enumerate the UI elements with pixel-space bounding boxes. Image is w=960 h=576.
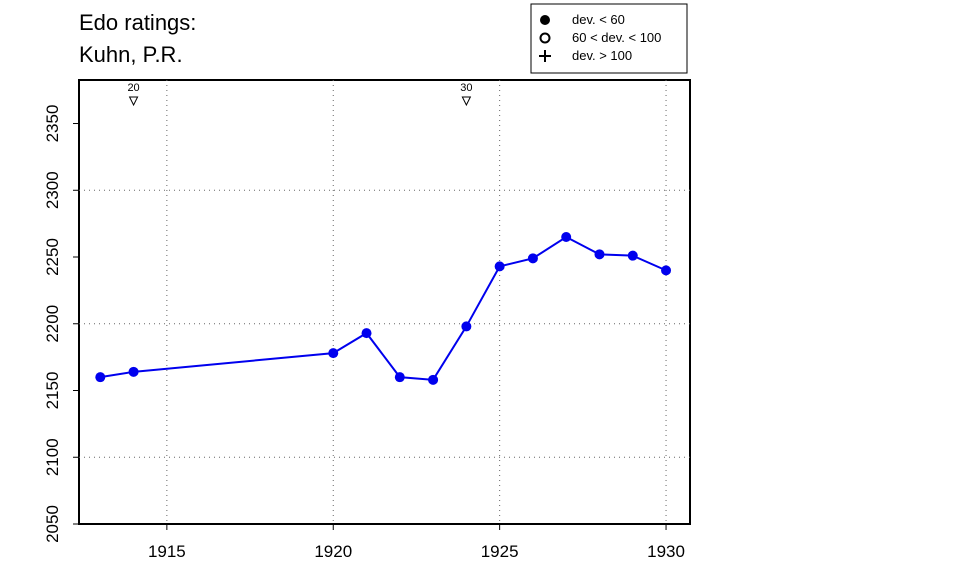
data-point	[394, 372, 405, 383]
legend-label: dev. > 100	[572, 48, 632, 63]
data-point	[494, 261, 505, 272]
y-tick-label: 2200	[43, 305, 62, 343]
legend-label: 60 < dev. < 100	[572, 30, 661, 45]
legend-label: dev. < 60	[572, 12, 625, 27]
legend-symbol	[539, 32, 551, 44]
legend-symbol	[540, 15, 550, 25]
data-point	[594, 249, 605, 260]
data-point	[661, 265, 672, 276]
y-tick-label: 2100	[43, 438, 62, 476]
data-point	[128, 366, 139, 377]
data-point	[428, 374, 439, 385]
data-point	[328, 348, 339, 359]
y-tick-label: 2250	[43, 238, 62, 276]
annotation-marker	[461, 96, 472, 107]
data-point	[95, 372, 106, 383]
data-point	[561, 231, 572, 242]
legend-symbol	[539, 50, 551, 62]
chart-subtitle: Kuhn, P.R.	[79, 42, 183, 67]
y-tick-label: 2350	[43, 105, 62, 143]
series-line	[100, 235, 667, 381]
data-point	[627, 250, 638, 261]
legend	[530, 3, 688, 74]
y-tick-label: 2300	[43, 171, 62, 209]
legend-box	[530, 3, 688, 74]
x-tick-label: 1925	[481, 542, 519, 561]
annotation-label: 20	[127, 82, 139, 94]
x-tick-label: 1915	[148, 542, 186, 561]
annotation-marker	[128, 96, 139, 107]
chart-title: Edo ratings:	[79, 10, 196, 35]
y-tick-label: 2150	[43, 372, 62, 410]
data-point	[461, 321, 472, 332]
y-tick-label: 2050	[43, 505, 62, 543]
data-point	[527, 253, 538, 264]
annotation-label: 30	[460, 82, 472, 94]
x-tick-label: 1920	[314, 542, 352, 561]
x-tick-label: 1930	[647, 542, 685, 561]
data-point	[361, 328, 372, 339]
plot-frame	[78, 79, 691, 525]
